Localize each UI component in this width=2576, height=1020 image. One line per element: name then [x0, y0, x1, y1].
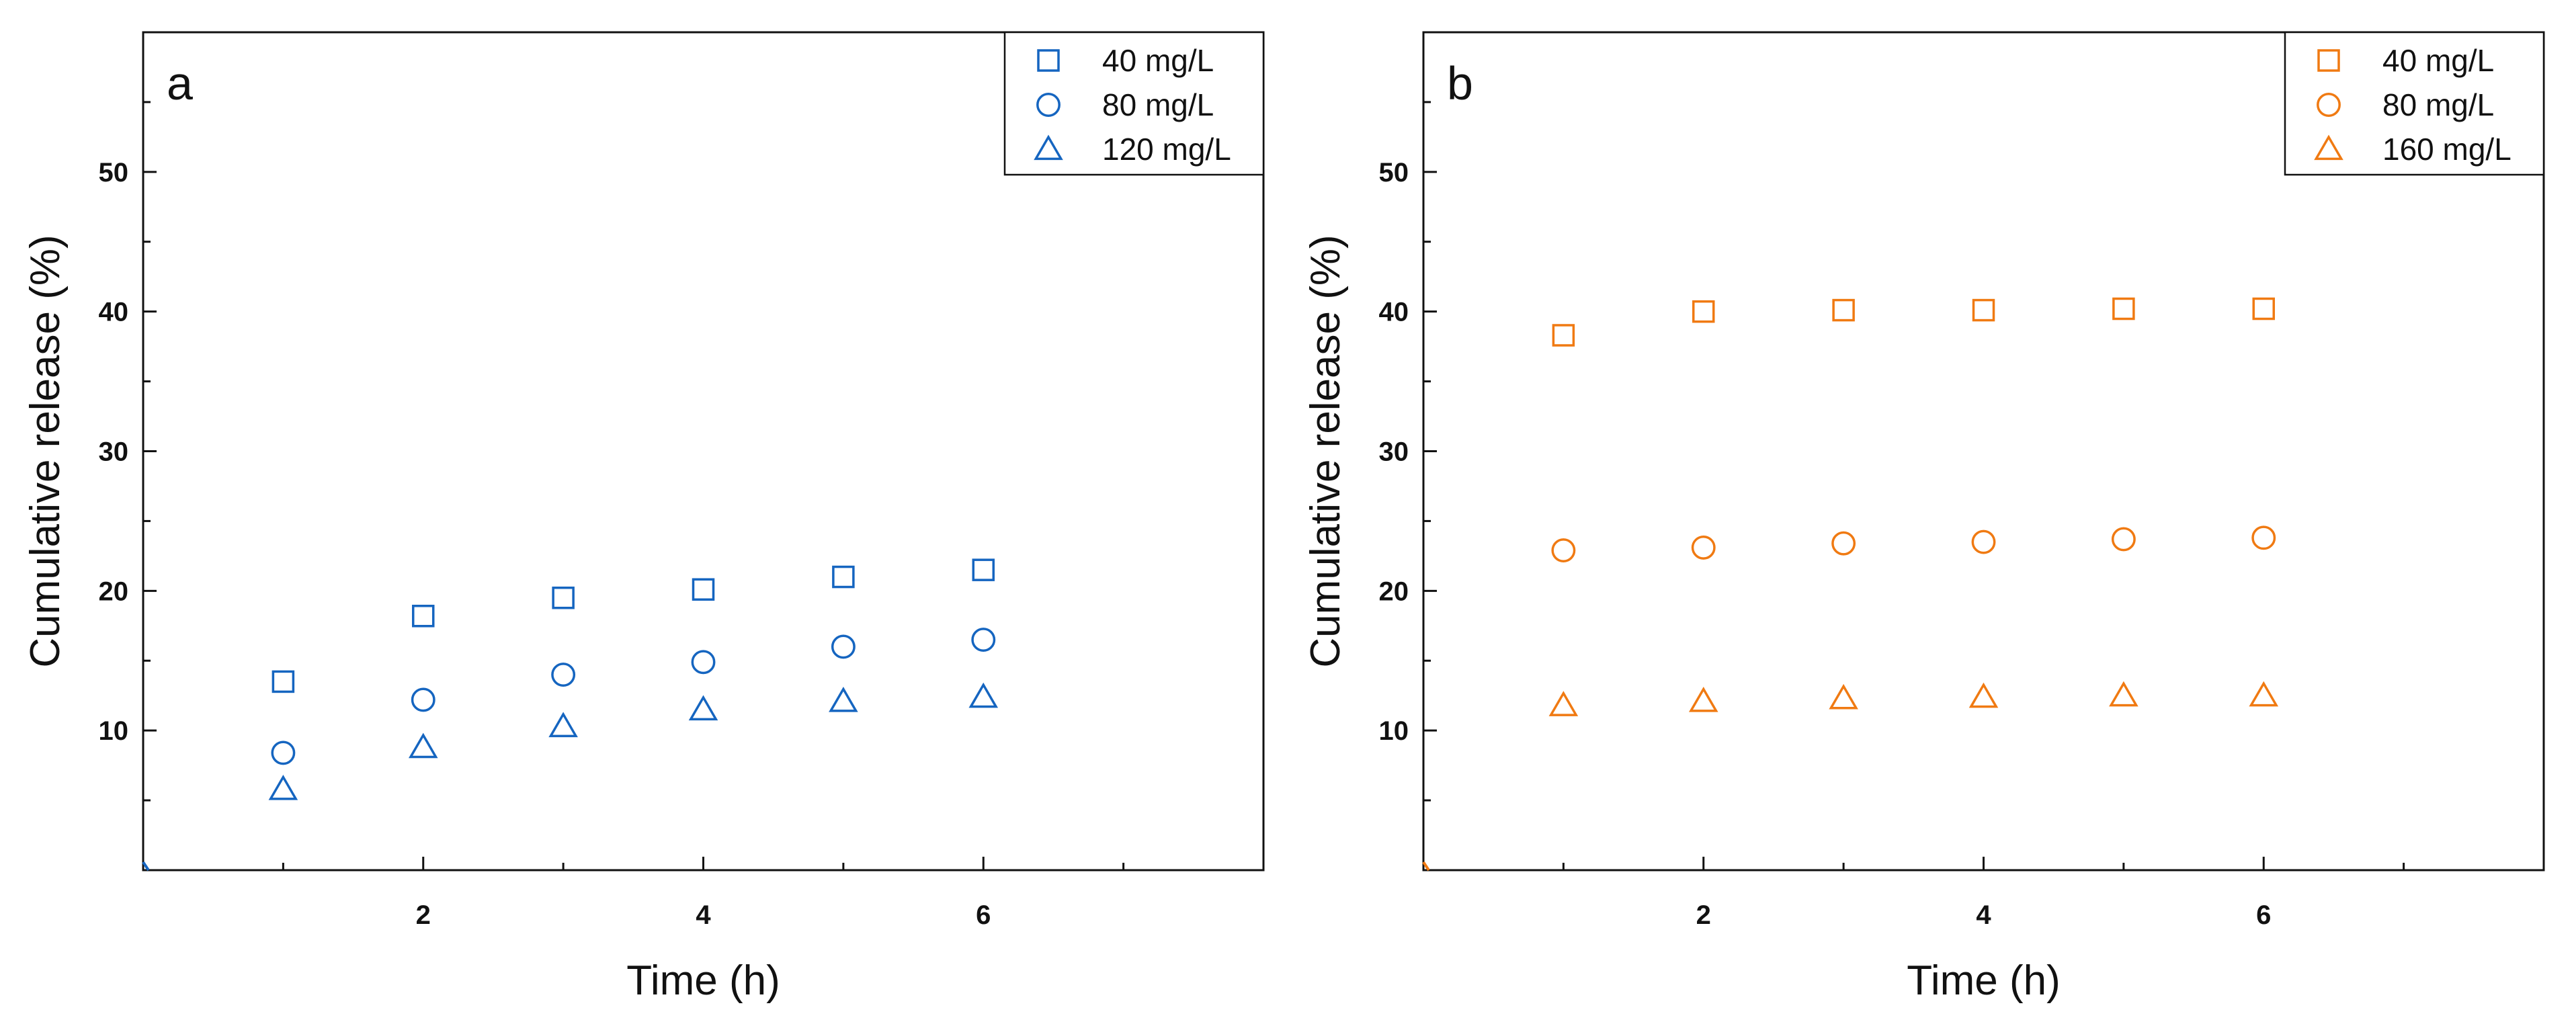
- data-point-triangle: [408, 732, 438, 759]
- origin-marker: [142, 861, 150, 872]
- y-tick-label: 10: [1379, 716, 1409, 746]
- data-point-triangle: [688, 695, 718, 721]
- panel-a: 10 20 30 40 50 2 4 6 Time (h) Cumulative release …: [22, 31, 1265, 1004]
- data-point-square: [692, 578, 715, 601]
- data-point-square: [1692, 300, 1715, 323]
- data-point-triangle: [1688, 687, 1718, 712]
- x-tick-label: 6: [2256, 900, 2271, 930]
- data-point-square: [272, 670, 295, 693]
- y-tick-label: 40: [99, 298, 129, 327]
- legend-marker-square: [2317, 49, 2340, 72]
- y-tick-label: 40: [1379, 298, 1409, 327]
- data-point-triangle: [548, 712, 578, 738]
- data-point-circle: [1831, 531, 1856, 556]
- data-point-square: [832, 565, 855, 589]
- legend-label: 80 mg/L: [2382, 87, 2494, 122]
- data-point-square: [2252, 297, 2275, 321]
- data-point-circle: [2111, 527, 2136, 552]
- y-tick-label: 30: [99, 437, 129, 467]
- data-point-square: [552, 586, 575, 609]
- panel-label: b: [1447, 57, 1473, 110]
- data-point-triangle: [829, 687, 858, 712]
- legend-box: [2284, 31, 2545, 176]
- y-axis-title: Cumulative release (%): [1302, 235, 1349, 667]
- x-tick-label: 4: [696, 900, 711, 930]
- data-point-triangle: [968, 682, 999, 708]
- data-point-triangle: [1968, 682, 1999, 708]
- data-point-square: [972, 558, 995, 581]
- panel-b: 10 20 30 40 50 2 4 6 Time (h) Cumulative release …: [1302, 31, 2545, 1004]
- x-axis-title: Time (h): [626, 958, 780, 1004]
- data-point-square: [1552, 324, 1575, 347]
- y-tick-label: 50: [1379, 158, 1409, 187]
- legend-label: 120 mg/L: [1102, 132, 1231, 167]
- panel-label: a: [167, 57, 193, 110]
- legend-marker-circle: [1036, 93, 1061, 117]
- x-tick-label: 2: [416, 900, 431, 930]
- legend-label: 80 mg/L: [1102, 87, 1214, 122]
- y-tick-label: 20: [99, 577, 129, 606]
- data-point-circle: [271, 740, 296, 765]
- data-point-triangle: [1548, 691, 1579, 716]
- data-point-circle: [691, 650, 716, 675]
- legend-marker-circle: [2317, 93, 2341, 117]
- data-point-square: [2112, 297, 2135, 321]
- legend-label: 160 mg/L: [2382, 132, 2511, 167]
- y-tick-label: 10: [99, 716, 129, 746]
- data-point-circle: [551, 663, 576, 687]
- legend-label: 40 mg/L: [1102, 43, 1214, 78]
- legend-box: [1003, 31, 1265, 176]
- data-point-circle: [411, 687, 435, 712]
- origin-marker: [1422, 861, 1430, 872]
- data-point-circle: [1691, 535, 1716, 560]
- x-tick-label: 4: [1976, 900, 1991, 930]
- data-point-triangle: [1829, 683, 1858, 710]
- legend-marker-triangle: [1034, 134, 1063, 161]
- data-point-circle: [2251, 525, 2276, 550]
- legend-marker-triangle: [2314, 134, 2343, 161]
- data-point-circle: [1971, 529, 1996, 554]
- data-point-triangle: [268, 774, 298, 800]
- y-tick-label: 20: [1379, 577, 1409, 606]
- x-tick-label: 6: [976, 900, 991, 930]
- data-point-square: [1832, 298, 1855, 322]
- legend-marker-square: [1037, 49, 1060, 72]
- data-point-triangle: [2249, 681, 2279, 707]
- data-point-square: [412, 604, 435, 628]
- y-tick-label: 30: [1379, 437, 1409, 467]
- y-axis-title: Cumulative release (%): [22, 235, 69, 667]
- y-tick-label: 50: [99, 158, 129, 187]
- legend-label: 40 mg/L: [2382, 43, 2494, 78]
- x-tick-label: 2: [1696, 900, 1711, 930]
- data-point-circle: [1551, 538, 1576, 563]
- x-axis-title: Time (h): [1907, 958, 2060, 1004]
- data-point-circle: [831, 634, 856, 659]
- data-point-triangle: [2109, 681, 2138, 707]
- data-point-circle: [971, 628, 996, 652]
- data-point-square: [1972, 298, 1995, 322]
